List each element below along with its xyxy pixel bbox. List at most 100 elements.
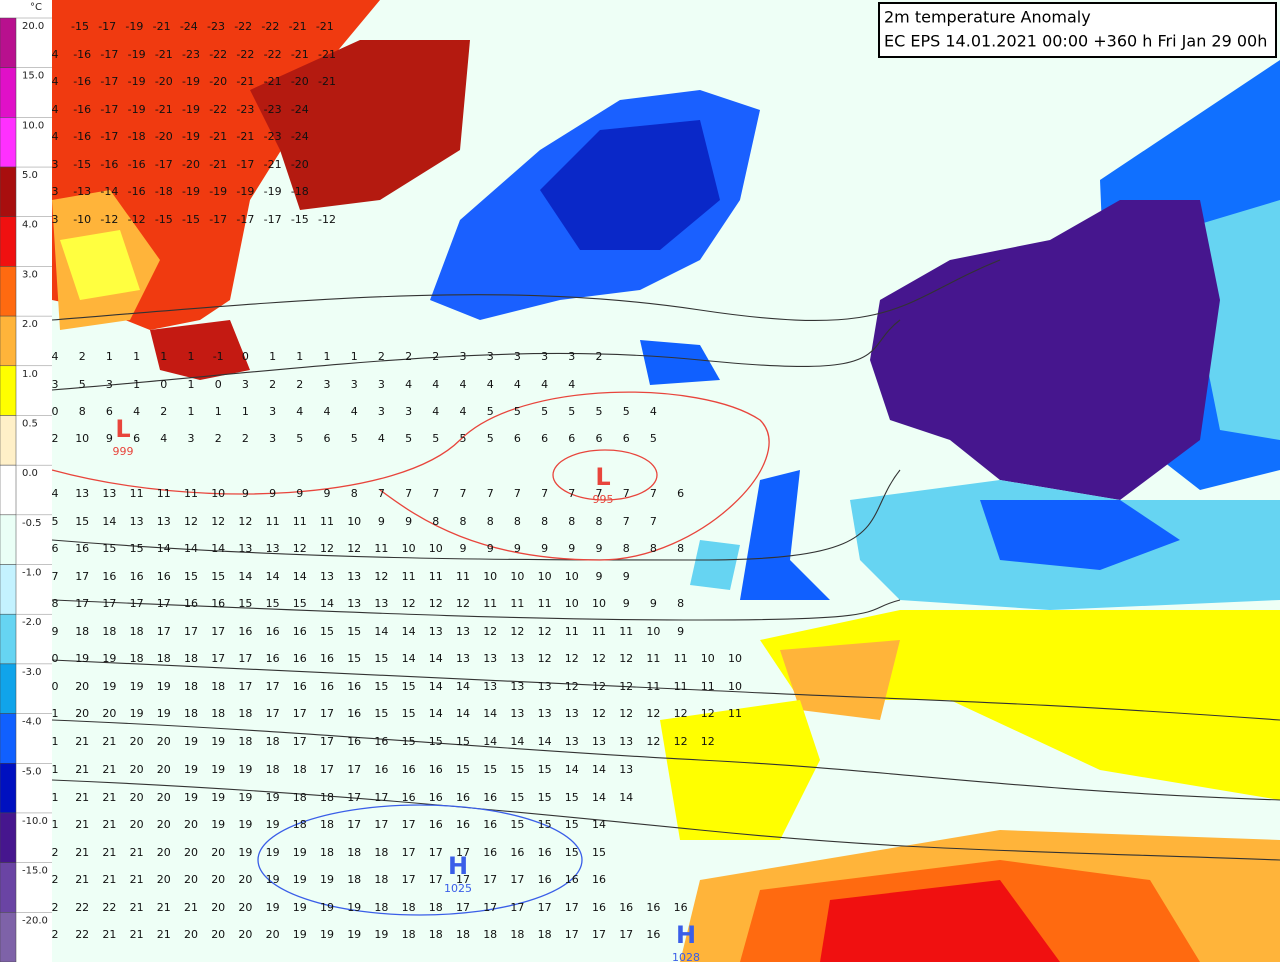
grid-value: 12 (293, 542, 307, 555)
grid-value: 10 (565, 570, 579, 583)
grid-value: 0 (242, 350, 249, 363)
grid-value: 18 (184, 707, 198, 720)
title-line: 2m temperature Anomaly (884, 8, 1091, 27)
grid-value: 2 (296, 378, 303, 391)
grid-value: 20 (238, 928, 252, 941)
grid-value: 15 (510, 791, 524, 804)
grid-value: -21 (209, 130, 227, 143)
grid-value: 8 (541, 515, 548, 528)
grid-value: 17 (211, 652, 225, 665)
grid-value: 17 (293, 707, 307, 720)
legend-swatch (0, 763, 17, 814)
grid-value: 10 (347, 515, 361, 528)
legend-label: -0.5 (22, 518, 42, 529)
grid-value: -19 (209, 185, 227, 198)
grid-value: 10 (565, 597, 579, 610)
grid-value: 7 (596, 487, 603, 500)
grid-value: 5 (514, 405, 521, 418)
grid-value: 13 (483, 680, 497, 693)
grid-value: -19 (128, 103, 146, 116)
grid-value: 17 (238, 680, 252, 693)
grid-value: 6 (106, 405, 113, 418)
grid-value: 7 (514, 487, 521, 500)
legend-swatch (0, 216, 17, 267)
land-anomaly-areas (52, 0, 1280, 962)
grid-value: 15 (402, 735, 416, 748)
grid-value: 20 (75, 707, 89, 720)
grid-value: 17 (347, 791, 361, 804)
grid-value: 15 (402, 707, 416, 720)
grid-value: 15 (374, 652, 388, 665)
grid-value: 9 (623, 570, 630, 583)
grid-value: -22 (209, 48, 227, 61)
grid-value: 3 (378, 405, 385, 418)
grid-value: 16 (347, 680, 361, 693)
grid-value: 20 (157, 818, 171, 831)
grid-value: 15 (456, 763, 470, 776)
grid-value: 14 (456, 707, 470, 720)
grid-value: 20 (184, 818, 198, 831)
grid-value: 7 (378, 487, 385, 500)
grid-value: 14 (565, 763, 579, 776)
grid-value: -21 (155, 48, 173, 61)
grid-value: 21 (184, 901, 198, 914)
grid-value: 19 (75, 652, 89, 665)
legend-swatch (0, 514, 17, 565)
grid-value: 21 (102, 735, 116, 748)
legend-swatch (0, 365, 17, 416)
grid-value: 19 (347, 901, 361, 914)
grid-value: 19 (293, 873, 307, 886)
grid-value: -1 (213, 350, 224, 363)
grid-value: 10 (728, 680, 742, 693)
grid-value: 7 (52, 570, 59, 583)
grid-value: 14 (592, 763, 606, 776)
grid-value: 2 (405, 350, 412, 363)
grid-value: 2 (52, 846, 59, 859)
grid-value: 14 (456, 680, 470, 693)
grid-value: 17 (456, 901, 470, 914)
grid-value: -16 (73, 130, 91, 143)
grid-value: 19 (130, 707, 144, 720)
grid-value: 9 (596, 542, 603, 555)
grid-value: 19 (130, 680, 144, 693)
legend-label: 5.0 (22, 170, 38, 181)
grid-value: 7 (432, 487, 439, 500)
grid-value: 19 (320, 873, 334, 886)
grid-value: -19 (128, 75, 146, 88)
grid-value: 7 (623, 487, 630, 500)
grid-value: -22 (209, 103, 227, 116)
grid-value: 16 (402, 791, 416, 804)
grid-value: 15 (510, 763, 524, 776)
grid-value: 20 (157, 846, 171, 859)
grid-value: 8 (568, 515, 575, 528)
grid-value: 16 (565, 873, 579, 886)
grid-value: 13 (102, 487, 116, 500)
grid-value: -15 (73, 158, 91, 171)
grid-value: 19 (184, 735, 198, 748)
grid-value: 9 (487, 542, 494, 555)
grid-value: 18 (374, 846, 388, 859)
legend-swatch (0, 713, 17, 764)
grid-value: 13 (538, 680, 552, 693)
grid-value: 14 (102, 515, 116, 528)
grid-value: 18 (538, 928, 552, 941)
grid-value: 14 (238, 570, 252, 583)
legend-label: -3.0 (22, 667, 42, 678)
grid-value: 15 (184, 570, 198, 583)
grid-value: 15 (483, 763, 497, 776)
grid-value: -20 (291, 158, 309, 171)
grid-value: 16 (674, 901, 688, 914)
grid-value: 8 (52, 597, 59, 610)
grid-value: 18 (157, 652, 171, 665)
grid-value: 17 (320, 763, 334, 776)
grid-value: 15 (538, 818, 552, 831)
legend-unit: °C (30, 2, 42, 13)
grid-value: 17 (184, 625, 198, 638)
legend-label: -1.0 (22, 568, 42, 579)
subtitle-line: EC EPS 14.01.2021 00:00 +360 h Fri Jan 2… (884, 32, 1267, 51)
grid-value: 5 (650, 432, 657, 445)
grid-value: 2 (52, 901, 59, 914)
grid-value: -24 (291, 103, 309, 116)
grid-value: 4 (568, 378, 575, 391)
grid-value: -17 (100, 130, 118, 143)
